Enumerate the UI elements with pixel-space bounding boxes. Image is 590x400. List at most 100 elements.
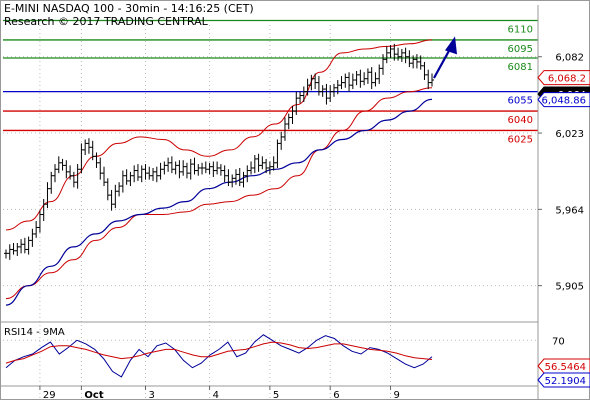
price-bar bbox=[49, 171, 54, 194]
price-bar bbox=[347, 72, 352, 92]
price-bar bbox=[151, 167, 156, 181]
price-bar bbox=[411, 55, 416, 69]
time-tick-label: 3 bbox=[148, 390, 154, 400]
price-bar bbox=[430, 73, 434, 87]
price-bar bbox=[426, 69, 431, 90]
price-tick-label: 6,023 bbox=[555, 129, 584, 140]
price-bar bbox=[203, 161, 208, 174]
price-bar bbox=[158, 162, 163, 180]
forecast-arrow bbox=[433, 36, 457, 79]
price-bar bbox=[211, 161, 216, 178]
bollinger-bands bbox=[5, 39, 433, 300]
price-bar bbox=[124, 169, 129, 185]
price-axis: 6,082 6,023 5,964 5,905 bbox=[537, 5, 584, 400]
price-bar bbox=[83, 139, 88, 156]
price-bar bbox=[256, 153, 261, 172]
price-bar bbox=[313, 73, 318, 90]
price-bar bbox=[237, 167, 242, 187]
level-label-6110: 6110 bbox=[508, 25, 533, 36]
price-bar bbox=[392, 43, 397, 61]
price-bar bbox=[301, 86, 306, 103]
price-bar bbox=[305, 78, 310, 96]
price-bar bbox=[320, 85, 325, 97]
moving-average-line bbox=[5, 98, 433, 306]
rsi-series-rsi14 bbox=[5, 334, 433, 378]
price-bar bbox=[380, 54, 385, 75]
price-bar bbox=[173, 161, 178, 175]
price-bar bbox=[184, 162, 189, 179]
price-bar bbox=[94, 152, 99, 168]
price-bars bbox=[4, 43, 434, 260]
price-bar bbox=[113, 184, 118, 209]
price-bar bbox=[68, 165, 73, 180]
price-bar bbox=[132, 165, 137, 183]
time-tick-label: 9 bbox=[394, 390, 400, 400]
price-bar bbox=[90, 140, 95, 161]
price-bar bbox=[15, 242, 20, 256]
price-bar bbox=[86, 138, 91, 154]
price-bar bbox=[260, 156, 265, 170]
price-bar bbox=[331, 83, 336, 97]
price-bar bbox=[22, 237, 27, 254]
price-bar bbox=[275, 139, 280, 168]
price-badge-box bbox=[537, 92, 590, 108]
time-tick-label: 29 bbox=[43, 390, 56, 400]
rsi-badge-box bbox=[537, 358, 590, 374]
support-resistance-levels: 6110 6095 6081 6055 6040 6025 bbox=[3, 19, 538, 145]
price-bar bbox=[365, 68, 370, 84]
price-bar bbox=[282, 117, 287, 141]
time-tick-label: Oct bbox=[84, 390, 103, 400]
rsi-panel-title: RSI14 - 9MA bbox=[4, 327, 65, 338]
price-bar bbox=[222, 165, 227, 183]
price-bar bbox=[354, 70, 359, 86]
price-bar bbox=[286, 113, 291, 130]
price-bar bbox=[264, 158, 269, 174]
price-bar bbox=[19, 239, 24, 254]
price-bar bbox=[181, 160, 186, 176]
price-bar bbox=[169, 156, 174, 174]
time-tick-label: 5 bbox=[273, 390, 279, 400]
price-tick-label: 6,082 bbox=[555, 53, 584, 64]
price-badge: 6,068.2 bbox=[537, 70, 590, 86]
level-label-6081: 6081 bbox=[508, 62, 533, 73]
price-bar bbox=[7, 244, 12, 260]
price-bar bbox=[362, 72, 367, 86]
price-badge: 6,048.86 bbox=[537, 92, 590, 108]
price-bar bbox=[226, 169, 231, 187]
price-badge-label: 6,048.86 bbox=[541, 96, 586, 107]
price-bar bbox=[267, 161, 272, 175]
time-axis: 29 Oct 3 4 5 6 9 bbox=[0, 385, 538, 400]
price-bar bbox=[56, 156, 61, 174]
price-bar bbox=[350, 73, 355, 90]
price-bar bbox=[271, 156, 276, 171]
price-bar bbox=[245, 165, 250, 183]
rsi-badge-label: 52.1904 bbox=[545, 376, 586, 387]
price-bar bbox=[324, 83, 329, 105]
price-bar bbox=[11, 242, 16, 255]
price-bar bbox=[230, 174, 235, 188]
price-bar bbox=[407, 50, 412, 68]
rsi-badge: 52.1904 bbox=[537, 372, 590, 388]
price-bar bbox=[154, 166, 159, 183]
price-bar bbox=[117, 182, 122, 197]
price-bar bbox=[335, 80, 340, 95]
price-badge-box bbox=[537, 70, 590, 86]
price-bar bbox=[377, 64, 382, 84]
price-tick-label: 5,964 bbox=[555, 205, 584, 216]
price-bar bbox=[139, 165, 144, 183]
level-label-6040: 6040 bbox=[508, 115, 533, 126]
price-bar bbox=[252, 155, 257, 174]
price-bar bbox=[30, 228, 35, 247]
price-bar bbox=[369, 67, 374, 90]
price-bar bbox=[414, 54, 419, 69]
price-bar bbox=[279, 131, 284, 150]
price-bar bbox=[120, 170, 125, 193]
price-bar bbox=[418, 55, 423, 70]
price-bar bbox=[26, 236, 31, 255]
bollinger-upper-line bbox=[5, 39, 433, 231]
price-bar bbox=[102, 166, 107, 187]
price-bar bbox=[290, 105, 295, 124]
level-label-6055: 6055 bbox=[508, 96, 533, 107]
